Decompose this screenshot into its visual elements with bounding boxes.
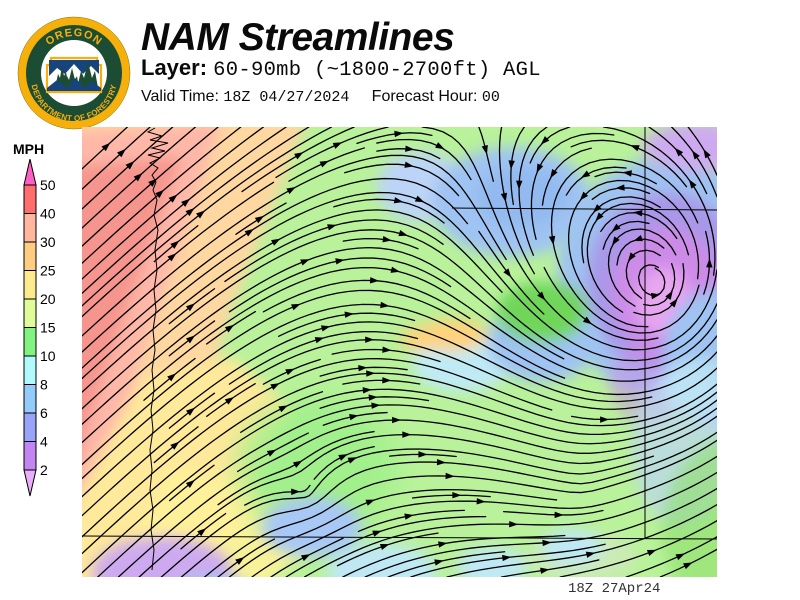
svg-text:30: 30: [40, 234, 56, 250]
svg-text:10: 10: [40, 348, 56, 364]
svg-text:8: 8: [40, 377, 48, 393]
svg-text:40: 40: [40, 206, 56, 222]
svg-text:2: 2: [40, 462, 48, 478]
svg-text:50: 50: [40, 177, 56, 193]
svg-text:25: 25: [40, 263, 56, 279]
svg-text:4: 4: [40, 434, 48, 450]
svg-text:15: 15: [40, 320, 56, 336]
svg-text:6: 6: [40, 405, 48, 421]
svg-text:20: 20: [40, 291, 56, 307]
